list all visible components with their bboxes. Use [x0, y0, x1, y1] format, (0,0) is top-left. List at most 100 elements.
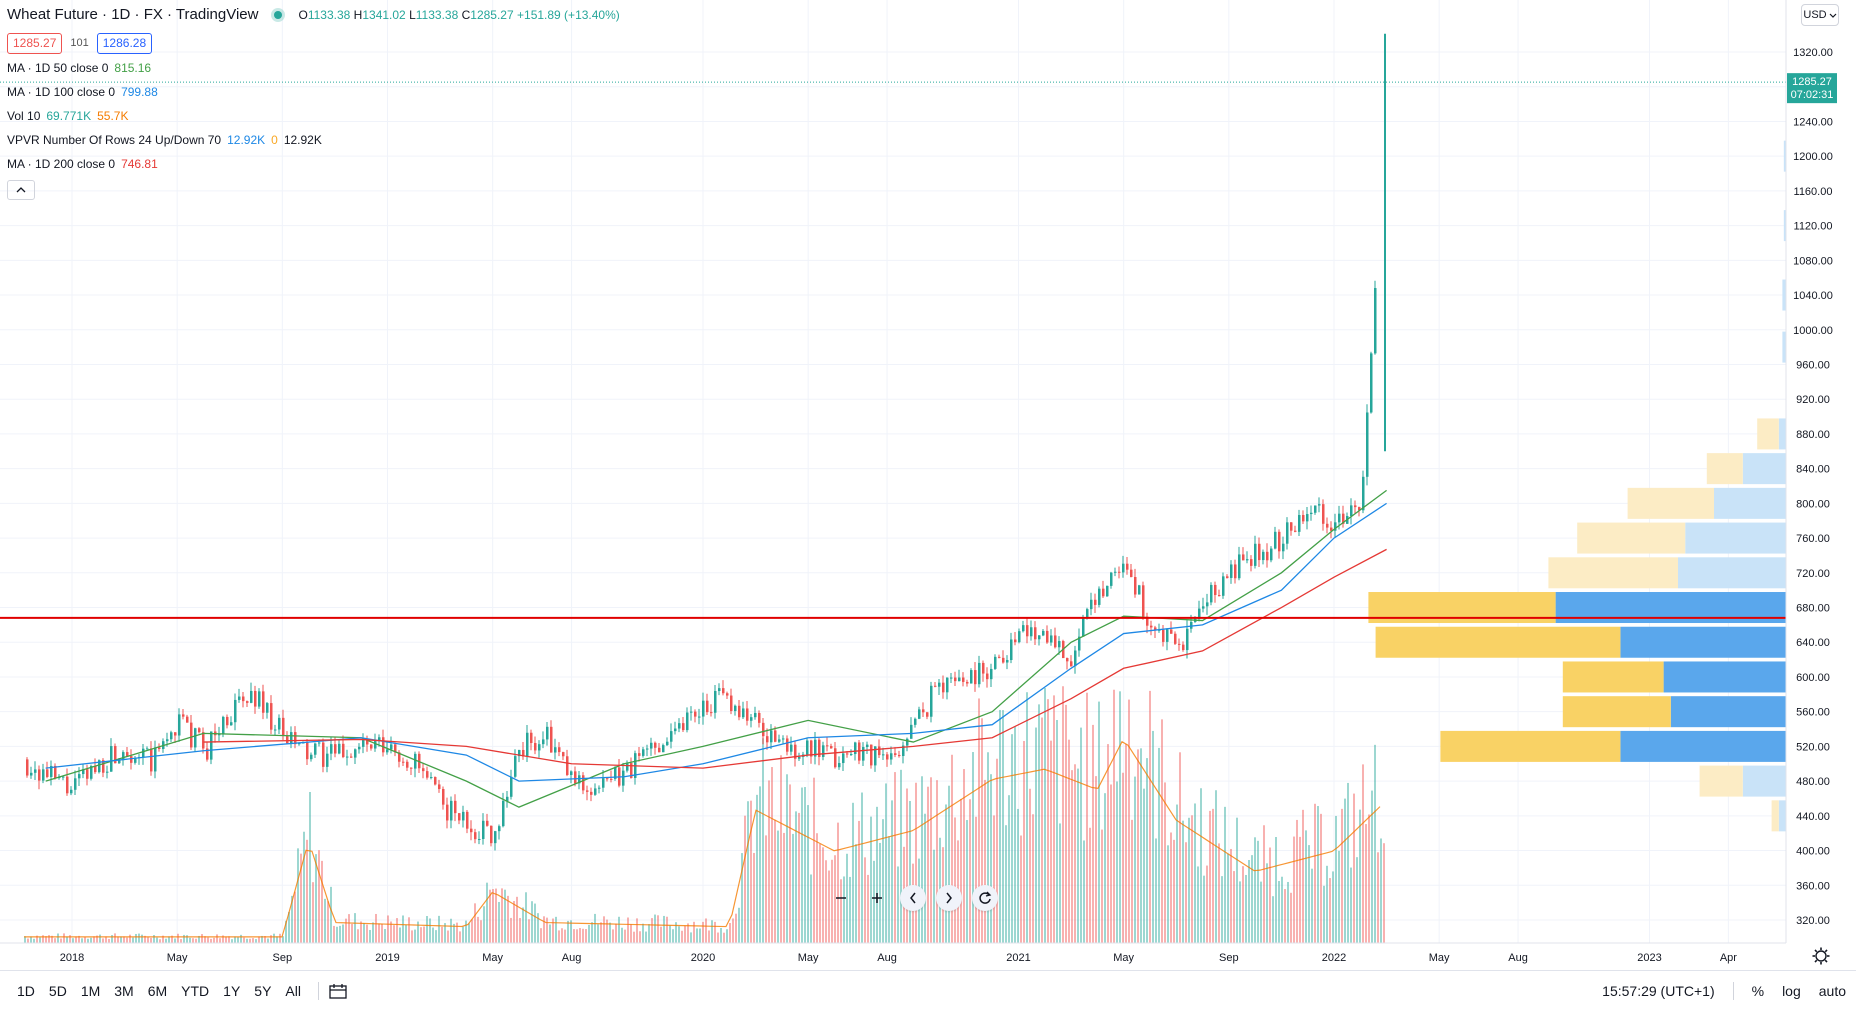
volume-bar	[810, 874, 812, 943]
volume-bar	[165, 938, 167, 943]
time-axis-label: Apr	[1720, 952, 1737, 964]
volume-bar	[966, 820, 968, 943]
candle-body	[1134, 577, 1137, 595]
sell-price-button[interactable]: 1285.27	[7, 32, 63, 54]
volume-bar	[390, 921, 392, 943]
candle-body	[150, 748, 153, 772]
indicator-vpvr[interactable]: VPVR Number Of Rows 24 Up/Down 70 12.92K…	[7, 133, 322, 147]
candle-body	[142, 748, 145, 757]
range-5d[interactable]: 5D	[48, 982, 67, 999]
volume-bar	[591, 922, 593, 943]
symbol-title[interactable]: Wheat Future · 1D · FX · TradingView	[7, 6, 259, 23]
volume-bar	[45, 936, 47, 943]
range-6m[interactable]: 6M	[147, 982, 168, 999]
candle-body	[194, 728, 197, 748]
volume-bar	[873, 860, 875, 943]
range-all[interactable]: All	[285, 982, 301, 999]
volume-bar	[402, 915, 404, 943]
range-ytd[interactable]: YTD	[181, 982, 210, 999]
log-scale-toggle[interactable]: log	[1782, 982, 1801, 999]
volume-bar	[597, 924, 599, 943]
candle-body	[886, 754, 889, 760]
candle-body	[30, 772, 33, 776]
volume-bar	[1005, 825, 1007, 943]
percent-scale-toggle[interactable]: %	[1751, 982, 1765, 999]
candle-body	[1298, 515, 1301, 532]
buy-price-button[interactable]: 1286.28	[96, 32, 153, 54]
volume-bar	[744, 815, 746, 943]
price-axis-bg	[1786, 0, 1856, 943]
bar-countdown: 07:02:31	[1791, 89, 1834, 101]
candle-body	[762, 722, 765, 737]
indicator-ma200[interactable]: MA · 1D 200 close 0 746.81	[7, 157, 158, 171]
volume-bar	[384, 929, 386, 943]
volume-bar	[1377, 852, 1379, 943]
volume-bar	[171, 935, 173, 943]
candle-body	[98, 760, 101, 773]
candle-body	[1254, 543, 1257, 566]
volume-bar	[858, 820, 860, 943]
candle-body	[670, 731, 673, 742]
range-1y[interactable]: 1Y	[223, 982, 241, 999]
candle-body	[986, 673, 989, 680]
collapse-legend-button[interactable]	[7, 180, 35, 200]
scroll-right-button[interactable]	[936, 885, 962, 911]
range-1d[interactable]: 1D	[17, 982, 35, 999]
ohlc-open: 1133.38	[307, 8, 351, 22]
candle-body	[1010, 639, 1013, 661]
auto-scale-toggle[interactable]: auto	[1818, 982, 1846, 999]
volume-bar	[1125, 743, 1127, 943]
currency-selector[interactable]: USD	[1801, 4, 1839, 26]
volume-bar	[792, 833, 794, 943]
candle-body	[978, 662, 981, 685]
zoom-out-button[interactable]	[828, 885, 854, 911]
candle-body	[1090, 599, 1093, 610]
volume-bar	[603, 916, 605, 943]
zoom-in-button[interactable]	[864, 885, 890, 911]
range-3m[interactable]: 3M	[114, 982, 134, 999]
volume-bar	[1086, 692, 1088, 943]
volume-bar	[645, 931, 647, 943]
volume-bar	[501, 888, 503, 943]
indicator-ma50[interactable]: MA · 1D 50 close 0 815.16	[7, 61, 152, 75]
volume-bar	[1053, 695, 1055, 943]
indicator-ma100[interactable]: MA · 1D 100 close 0 799.88	[7, 85, 158, 99]
volume-bar	[900, 769, 902, 943]
volume-bar	[609, 922, 611, 943]
candle-body	[1178, 643, 1181, 645]
volume-bar	[1350, 867, 1352, 943]
indicator-volume[interactable]: Vol 10 69.771K 55.7K	[7, 109, 129, 123]
scroll-left-button[interactable]	[900, 885, 926, 911]
volume-bar	[459, 931, 461, 943]
volume-bar	[738, 907, 740, 943]
volume-bar	[1044, 688, 1046, 943]
volume-bar	[486, 882, 488, 943]
vp-up-bar	[1375, 626, 1621, 658]
reset-chart-button[interactable]	[972, 885, 998, 911]
candle-body	[1086, 609, 1089, 618]
candle-body	[726, 693, 729, 696]
candle-body	[414, 753, 417, 769]
clock-timezone[interactable]: 15:57:29 (UTC+1)	[1602, 982, 1715, 999]
range-5y[interactable]: 5Y	[254, 982, 272, 999]
calendar-icon[interactable]	[329, 983, 347, 999]
candle-body	[682, 723, 685, 731]
price-axis-label: 1040.00	[1793, 290, 1833, 302]
range-1m[interactable]: 1M	[80, 982, 101, 999]
candle-body	[54, 765, 57, 779]
volume-bar	[1296, 819, 1298, 943]
candle-body	[1306, 514, 1309, 522]
candle-body	[458, 813, 461, 821]
volume-bar	[483, 906, 485, 943]
vp-down-bar	[1778, 418, 1786, 450]
volume-bar	[1242, 866, 1244, 943]
time-axis-label: 2019	[375, 952, 399, 964]
candle-body	[898, 754, 901, 757]
candle-body	[1350, 505, 1353, 517]
settings-gear-icon[interactable]	[1815, 950, 1827, 962]
volume-bar	[1206, 865, 1208, 943]
candle-body	[134, 758, 137, 763]
divider	[317, 981, 319, 1000]
volume-bar	[477, 916, 479, 943]
